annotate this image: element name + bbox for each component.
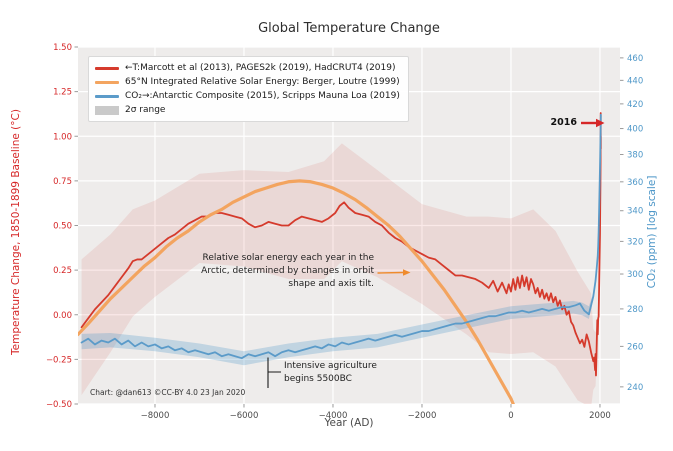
x-tick-label: −4000	[319, 411, 348, 421]
y-left-tick-label: 0.75	[53, 177, 72, 187]
y-right-tick-label: 340	[627, 207, 643, 217]
peak-2016-label: 2016	[550, 117, 577, 128]
y-left-tick-label: −0.25	[46, 355, 72, 365]
legend-swatch-line	[95, 94, 119, 98]
y-right-tick-label: 240	[627, 383, 643, 393]
y-right-tick-label: 260	[627, 342, 643, 352]
y-axis-label-right: CO₂ (ppm) [log scale]	[646, 175, 658, 289]
legend-swatch-patch	[95, 105, 119, 115]
y-right-tick-label: 460	[627, 54, 643, 64]
solar-annotation: Relative solar energy each year in the A…	[201, 252, 374, 291]
x-tick-label: −8000	[141, 411, 170, 421]
legend-swatch-line	[95, 80, 119, 84]
y-right-tick-label: 440	[627, 76, 643, 86]
agriculture-annotation-line2: begins 5500BC	[284, 374, 352, 384]
y-right-tick-label: 400	[627, 125, 643, 135]
legend-label: CO₂→:Antarctic Composite (2015), Scripps…	[125, 91, 400, 101]
x-tick-label: 2000	[589, 411, 611, 421]
y-right-tick-label: 380	[627, 150, 643, 160]
x-tick-label: −2000	[408, 411, 437, 421]
y-axis-label-left: Temperature Change, 1850-1899 Baseline (…	[10, 109, 22, 355]
y-left-tick-label: 0.50	[53, 222, 72, 232]
solar-annotation-line1: Relative solar energy each year in the	[202, 253, 375, 263]
legend-item: CO₂→:Antarctic Composite (2015), Scripps…	[95, 89, 400, 103]
legend-item: 65°N Integrated Relative Solar Energy: B…	[95, 75, 400, 89]
legend-swatch-line	[95, 66, 119, 70]
credit-text: Chart: @dan613 ©CC-BY 4.0 23 Jan 2020	[90, 388, 246, 397]
y-left-tick-label: 0.25	[53, 266, 72, 276]
legend-label: 2σ range	[125, 105, 166, 115]
y-left-tick-label: 0.00	[53, 311, 72, 321]
y-right-tick-label: 300	[627, 270, 643, 280]
solar-annotation-line2: Arctic, determined by changes in orbit	[201, 266, 374, 276]
y-right-tick-label: 420	[627, 100, 643, 110]
annotation-arrows	[267, 118, 605, 388]
arrow-solar-head	[403, 269, 411, 276]
agriculture-annotation-line1: Intensive agriculture	[284, 361, 377, 371]
legend-item: ←T:Marcott et al (2013), PAGES2k (2019),…	[95, 61, 400, 75]
arrow-2016-head	[596, 118, 605, 128]
y-left-tick-label: 1.00	[53, 132, 72, 142]
x-tick-label: −6000	[230, 411, 259, 421]
x-tick-label: 0	[508, 411, 513, 421]
y-left-tick-label: 1.50	[53, 43, 72, 53]
arrow-solar-shaft	[377, 271, 404, 274]
y-left-tick-label: 1.25	[53, 88, 72, 98]
solar-line	[78, 179, 515, 404]
x-axis-label: Year (AD)	[324, 417, 374, 429]
agriculture-marker-line	[267, 357, 281, 388]
legend: ←T:Marcott et al (2013), PAGES2k (2019),…	[88, 56, 409, 122]
chart-title: Global Temperature Change	[258, 21, 440, 36]
y-left-tick-label: −0.50	[46, 400, 72, 410]
co2-line	[80, 113, 602, 360]
y-right-tick-label: 320	[627, 237, 643, 247]
co2-2sigma-band	[81, 113, 601, 366]
legend-label: 65°N Integrated Relative Solar Energy: B…	[125, 77, 400, 87]
y-right-tick-label: 360	[627, 178, 643, 188]
solar-annotation-line3: shape and axis tilt.	[288, 279, 374, 289]
agriculture-annotation: Intensive agriculture begins 5500BC	[284, 360, 377, 386]
y-right-tick-label: 280	[627, 305, 643, 315]
legend-item: 2σ range	[95, 103, 400, 117]
legend-label: ←T:Marcott et al (2013), PAGES2k (2019),…	[125, 63, 396, 73]
